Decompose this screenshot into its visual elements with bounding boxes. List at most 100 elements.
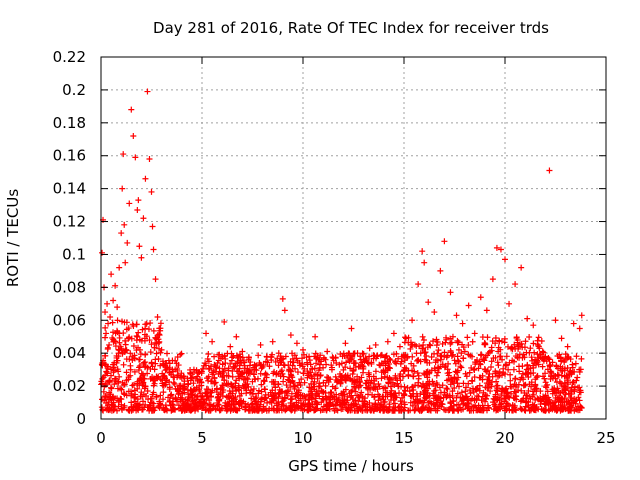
data-point xyxy=(139,393,146,400)
data-point xyxy=(532,376,539,383)
data-point xyxy=(287,358,294,365)
data-point xyxy=(371,394,378,401)
data-point xyxy=(277,359,284,366)
data-point xyxy=(261,371,268,378)
data-point xyxy=(134,385,141,392)
data-point xyxy=(316,393,323,400)
data-point xyxy=(110,336,117,343)
data-point xyxy=(511,406,518,413)
data-point xyxy=(398,353,405,360)
data-point xyxy=(293,399,300,406)
x-tick-label: 10 xyxy=(293,429,312,447)
data-point xyxy=(157,392,164,399)
data-point xyxy=(349,396,356,403)
data-point xyxy=(136,377,143,384)
data-point xyxy=(518,264,525,271)
data-point xyxy=(174,366,181,373)
data-point xyxy=(462,370,469,377)
data-point xyxy=(146,337,153,344)
data-point xyxy=(395,383,402,390)
data-point xyxy=(312,406,319,413)
data-point xyxy=(102,324,109,331)
data-point xyxy=(415,372,422,379)
data-point xyxy=(558,335,565,342)
data-point xyxy=(462,402,469,409)
data-point xyxy=(128,106,135,113)
data-point xyxy=(154,313,161,320)
data-point xyxy=(347,403,354,410)
data-point xyxy=(268,354,275,361)
data-point xyxy=(408,393,415,400)
data-point xyxy=(562,351,569,358)
data-point xyxy=(198,382,205,389)
data-point xyxy=(512,383,519,390)
data-point xyxy=(150,407,157,414)
data-point xyxy=(258,381,265,388)
data-point xyxy=(455,358,462,365)
data-point xyxy=(387,383,394,390)
data-point xyxy=(252,395,259,402)
data-point xyxy=(190,380,197,387)
data-point xyxy=(160,389,167,396)
data-point xyxy=(269,387,276,394)
data-point xyxy=(508,344,515,351)
x-tick-label: 20 xyxy=(495,429,514,447)
data-point xyxy=(494,359,501,366)
data-point xyxy=(536,345,543,352)
data-point xyxy=(360,356,367,363)
data-point xyxy=(119,185,126,192)
data-point xyxy=(112,282,119,289)
data-point xyxy=(407,345,414,352)
data-point xyxy=(487,388,494,395)
data-point xyxy=(340,350,347,357)
data-point xyxy=(572,360,579,367)
data-point xyxy=(203,386,210,393)
data-point xyxy=(343,359,350,366)
data-point xyxy=(416,407,423,414)
data-point xyxy=(314,401,321,408)
data-point xyxy=(280,361,287,368)
data-point xyxy=(272,384,279,391)
data-point xyxy=(118,230,125,237)
data-point xyxy=(341,373,348,380)
data-point xyxy=(526,393,533,400)
data-point xyxy=(568,371,575,378)
data-point xyxy=(100,388,107,395)
data-point xyxy=(458,364,465,371)
data-point xyxy=(146,156,153,163)
data-point xyxy=(484,334,491,341)
data-point xyxy=(387,357,394,364)
data-point xyxy=(533,387,540,394)
data-point xyxy=(381,374,388,381)
data-point xyxy=(494,388,501,395)
data-point xyxy=(427,407,434,414)
data-point xyxy=(508,390,515,397)
data-point xyxy=(453,401,460,408)
data-point xyxy=(113,354,120,361)
data-point xyxy=(358,389,365,396)
data-point xyxy=(555,388,562,395)
data-point xyxy=(190,397,197,404)
data-point xyxy=(134,207,141,214)
data-point xyxy=(119,379,126,386)
data-point xyxy=(160,372,167,379)
data-point xyxy=(409,384,416,391)
data-point xyxy=(206,365,213,372)
data-point xyxy=(500,369,507,376)
data-point xyxy=(147,402,154,409)
data-point xyxy=(545,407,552,414)
data-point xyxy=(174,353,181,360)
data-point xyxy=(444,377,451,384)
data-point xyxy=(150,400,157,407)
data-point xyxy=(135,344,142,351)
data-point xyxy=(565,398,572,405)
data-point xyxy=(205,366,212,373)
data-point xyxy=(423,382,430,389)
data-point xyxy=(243,375,250,382)
data-point xyxy=(249,390,256,397)
data-point xyxy=(540,373,547,380)
data-point xyxy=(333,379,340,386)
data-point xyxy=(564,343,571,350)
data-point xyxy=(551,402,558,409)
